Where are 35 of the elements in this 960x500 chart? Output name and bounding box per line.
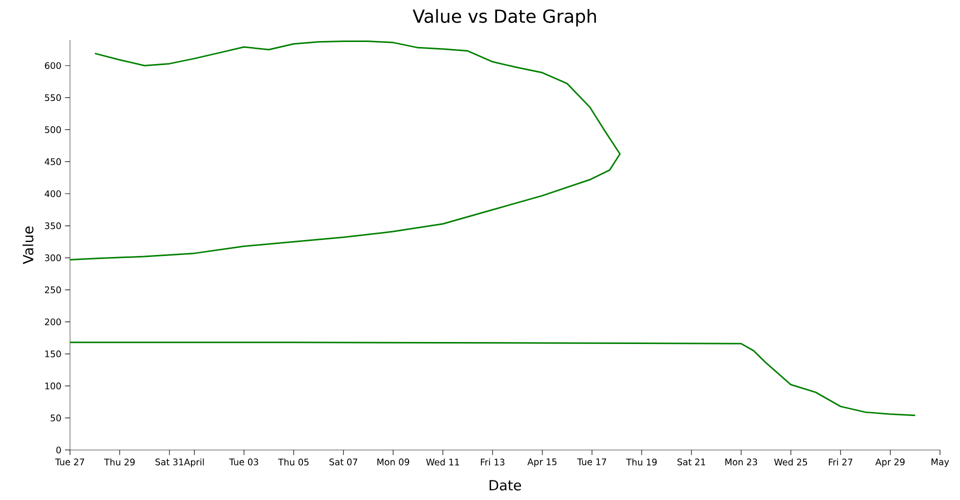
x-tick-label: Tue 27 <box>55 458 84 466</box>
x-tick-label: Apr 15 <box>527 458 556 467</box>
y-tick-label: 450 <box>44 158 61 166</box>
y-tick-label: 150 <box>45 350 61 358</box>
x-tick-label: Sat 31 <box>156 458 184 466</box>
x-tick-label: Apr 29 <box>875 458 905 468</box>
x-tick-label: Wed 25 <box>774 458 808 466</box>
x-tick-label: Thu 29 <box>104 458 135 466</box>
y-tick-label: 500 <box>44 126 61 134</box>
y-tick-label: 300 <box>44 254 61 262</box>
x-tick-label: Tue 03 <box>229 458 258 466</box>
x-tick-label: Fri 13 <box>480 458 504 466</box>
y-tick-label: 550 <box>44 94 61 102</box>
x-tick-label: Tue 17 <box>577 458 606 466</box>
chart-title: Value vs Date Graph <box>412 9 596 26</box>
y-tick-label: 50 <box>50 414 61 422</box>
x-tick-label: Thu 05 <box>278 458 309 466</box>
y-tick-label: 250 <box>44 286 61 294</box>
y-tick-label: 100 <box>45 382 61 390</box>
x-axis-title: Date <box>490 480 521 491</box>
y-tick-label: 600 <box>44 62 61 70</box>
x-tick-label: Sat 21 <box>677 458 706 466</box>
x-tick-label: Thu 19 <box>626 458 657 466</box>
y-tick-label: 0 <box>56 446 61 454</box>
x-tick-label: May <box>932 458 950 467</box>
x-tick-label: Mon 09 <box>377 458 410 466</box>
y-axis-title: Value <box>22 226 34 264</box>
x-tick-label: Sat 07 <box>329 458 358 466</box>
y-tick-label: 350 <box>44 222 61 230</box>
x-tick-label: Fri 27 <box>828 458 852 466</box>
y-tick-label: 200 <box>44 318 61 326</box>
x-tick-label: April <box>184 458 204 468</box>
x-tick-label: Mon 23 <box>725 458 758 466</box>
x-tick-label: Wed 11 <box>426 458 459 466</box>
y-tick-label: 400 <box>44 190 61 198</box>
